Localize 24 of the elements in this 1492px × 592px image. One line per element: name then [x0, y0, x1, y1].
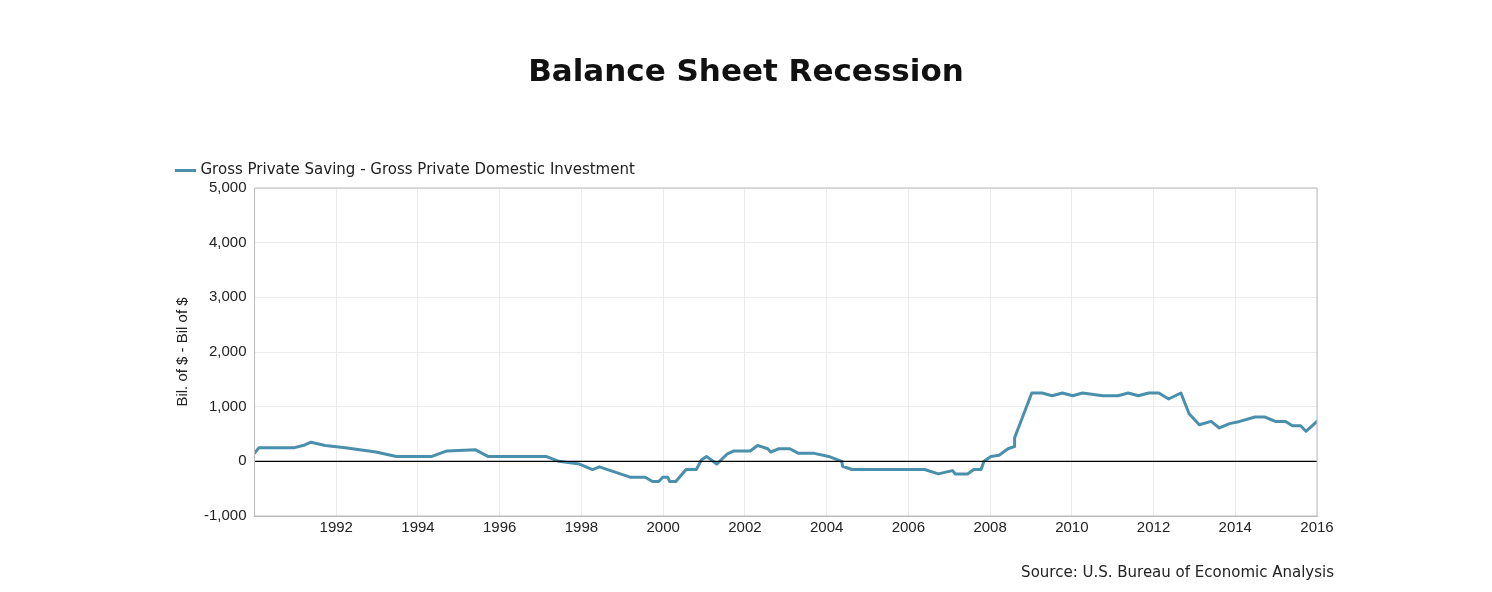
- y-tick-label: 5,000: [208, 178, 247, 196]
- chart-title: Balance Sheet Recession: [527, 52, 965, 88]
- y-tick-label: 3,000: [208, 287, 247, 305]
- y-tick-label: -1,000: [203, 506, 247, 524]
- x-tick-label: 2004: [809, 518, 844, 536]
- x-tick-label: 2012: [1136, 518, 1171, 536]
- x-tick-label: 2002: [728, 518, 762, 536]
- y-tick-label: 0: [238, 451, 247, 469]
- x-tick-label: 2000: [646, 518, 680, 536]
- x-tick-label: 1998: [564, 518, 599, 536]
- x-tick-label: 2016: [1300, 518, 1334, 536]
- x-tick-label: 2008: [973, 518, 1007, 536]
- y-tick-label: 4,000: [208, 232, 247, 250]
- y-tick-label: 2,000: [208, 342, 247, 360]
- x-tick-label: 2014: [1218, 518, 1252, 536]
- x-tick-label: 2010: [1055, 518, 1089, 536]
- x-tick-label: 1992: [319, 518, 353, 536]
- source-note: Source: U.S. Bureau of Economic Analysis: [1021, 563, 1334, 581]
- x-tick-label: 1996: [483, 518, 517, 536]
- y-tick-label: 1,000: [208, 396, 247, 414]
- y-axis-title: Bil. of $ - Bil of $: [173, 296, 191, 407]
- x-tick-label: 2006: [891, 518, 926, 536]
- x-tick-label: 1994: [401, 518, 435, 536]
- legend-label: Gross Private Saving - Gross Private Domestic Investment: [200, 160, 635, 179]
